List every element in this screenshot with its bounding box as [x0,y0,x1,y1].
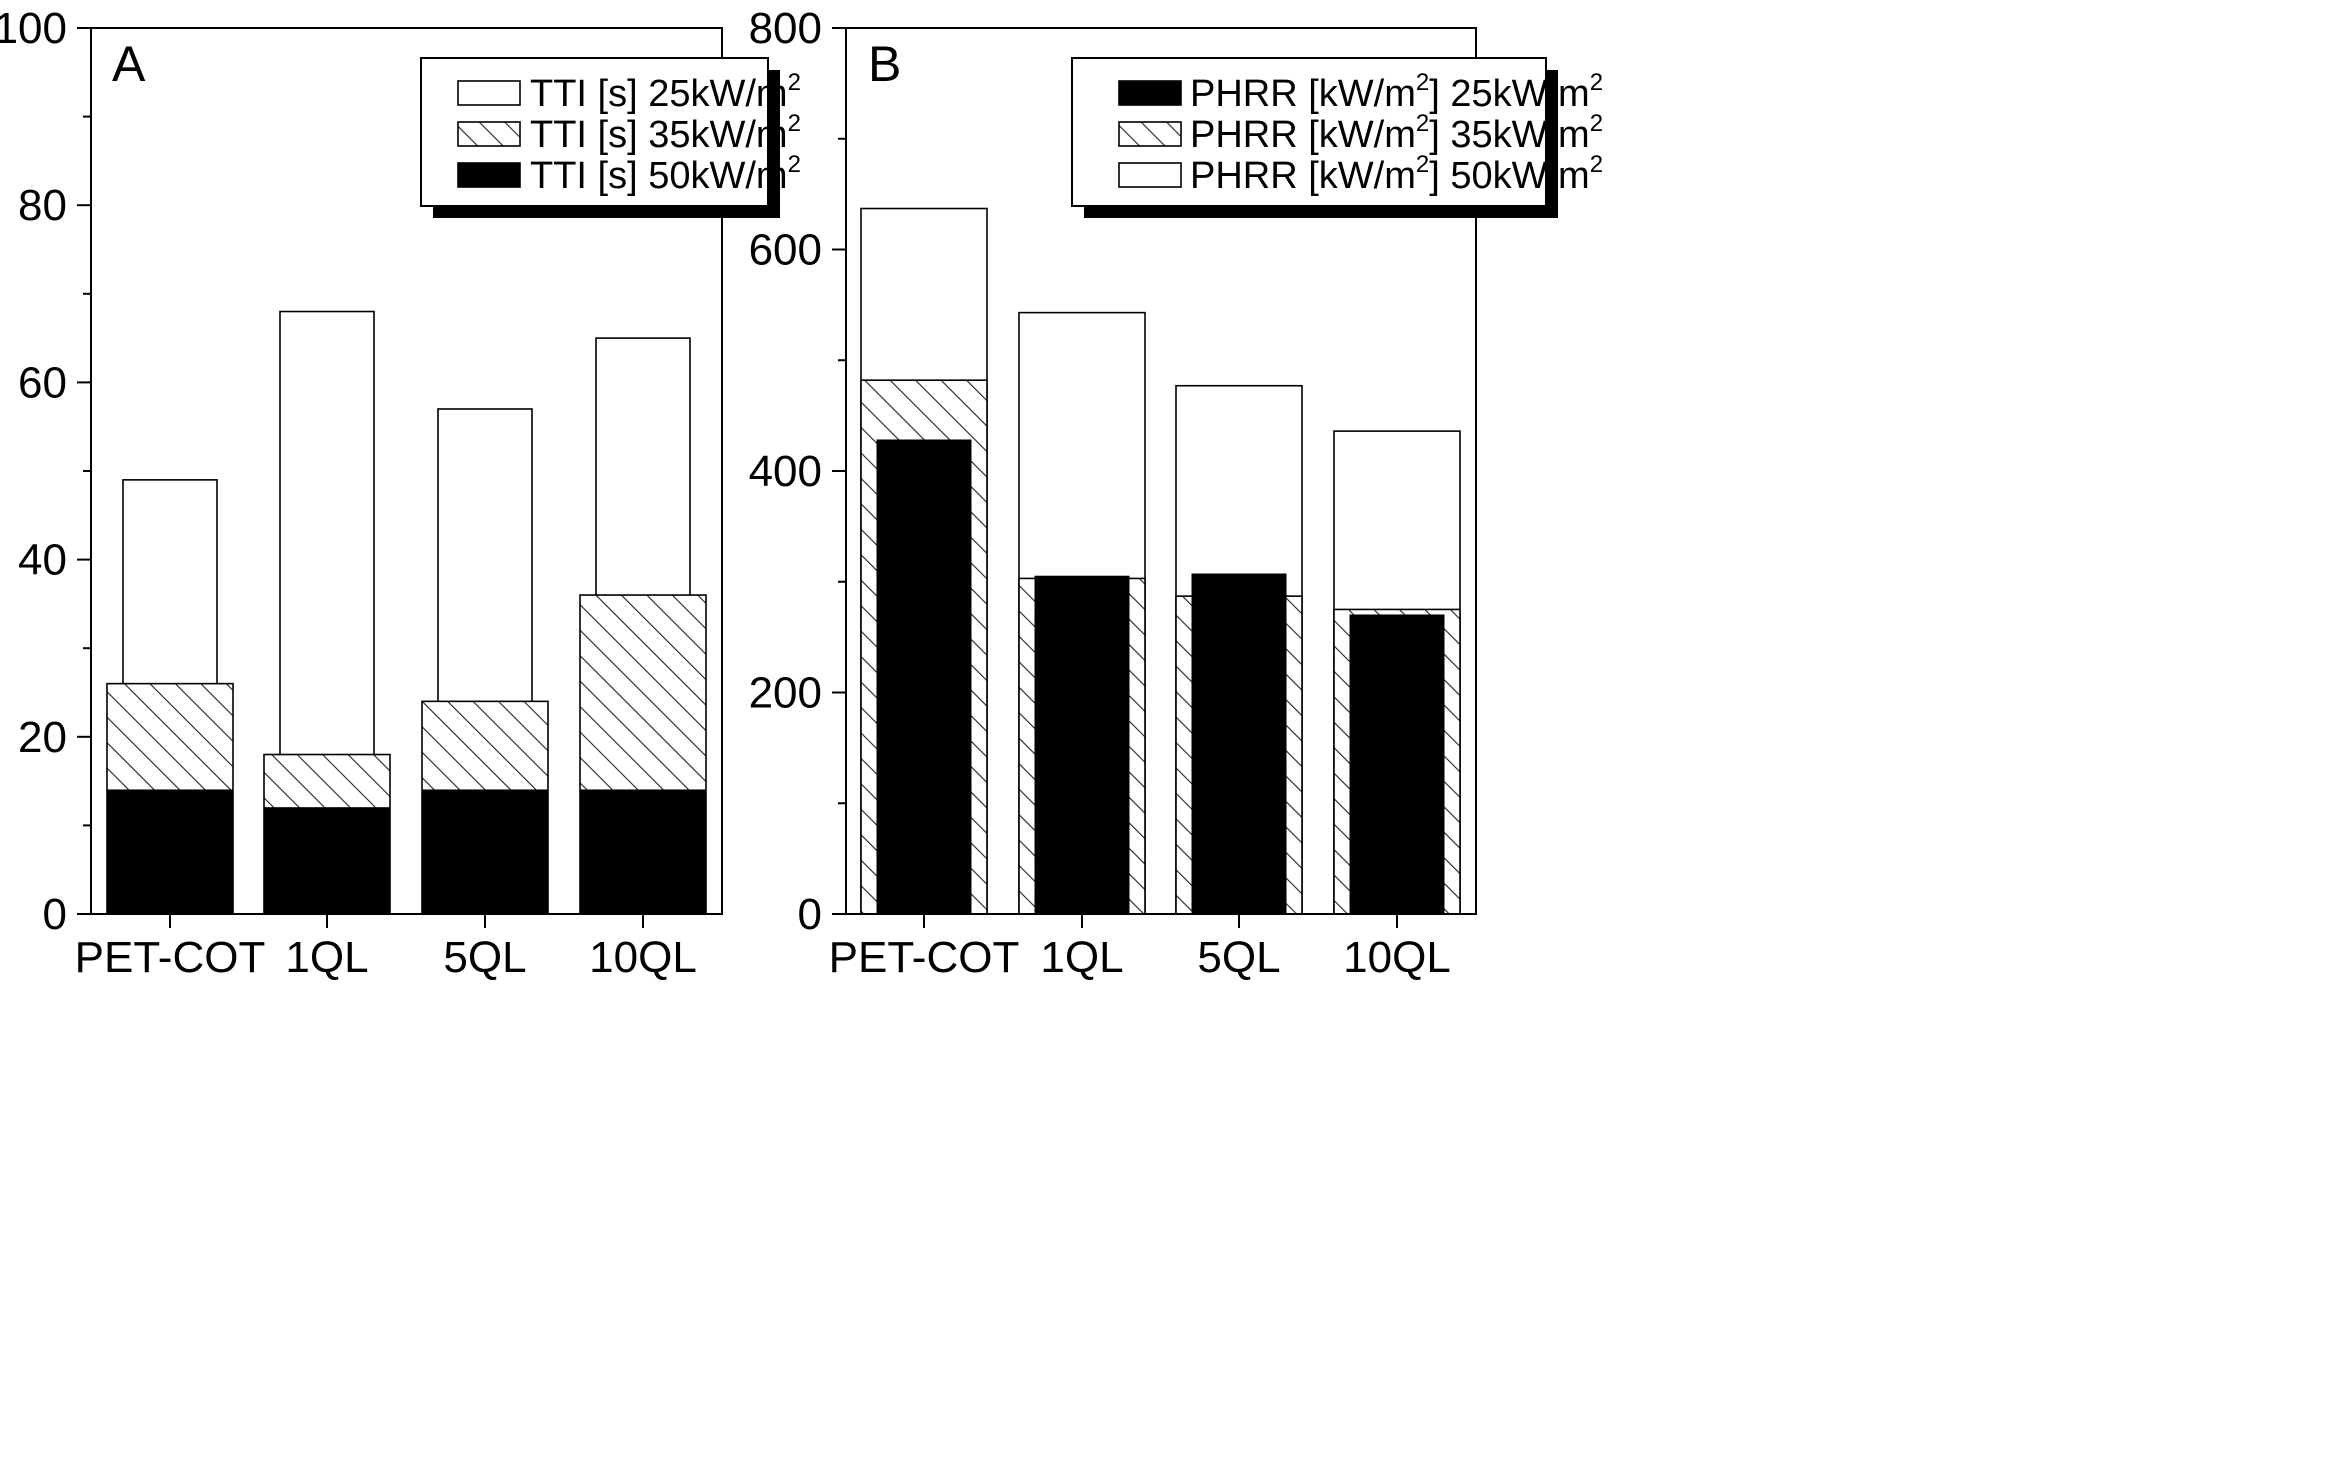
legend-text-part: TTI [s] 50kW/m [530,155,788,197]
legend-text-part: PHRR [kW/m [1190,155,1416,197]
legend-label-b-hatch: PHRR [kW/m2] 35kW/m2 [1190,110,1603,156]
legend-text-part: ] 25kW/m [1429,73,1589,115]
x-category-label-a-1ql: 1QL [285,933,368,982]
legend-sup: 2 [1416,151,1429,178]
legend-swatch-a-white [457,80,521,106]
legend-swatch-b-white [1118,162,1182,188]
legend-label-a-hatch: TTI [s] 35kW/m2 [530,110,801,156]
panel-letter-b: B [868,36,901,92]
legend-swatch-a-black [457,162,521,188]
y-tick-label-b: 200 [749,669,822,718]
x-category-label-a-5ql: 5QL [443,933,526,982]
legend-sup: 2 [1416,69,1429,96]
y-tick-label-a: 100 [0,4,67,53]
x-category-label-b-1ql: 1QL [1040,933,1123,982]
legend-text-part: PHRR [kW/m [1190,114,1416,156]
x-category-label-a-10ql: 10QL [589,933,697,982]
bar-a-black-5ql [421,789,549,915]
legend-swatch-b-hatch [1118,121,1182,147]
legend-text-part: ] 35kW/m [1429,114,1589,156]
panel-a: 0 20 40 60 80 100 PET-COT 1QL 5QL 10QL A TTI [s] 25… [0,4,801,982]
bar-b-black-10ql [1349,614,1445,915]
x-category-label-b-pet-cot: PET-COT [829,933,1020,982]
y-tick-label-a: 80 [18,181,67,230]
y-tick-label-a: 60 [18,358,67,407]
legend-sup: 2 [788,151,801,178]
legend-sup: 2 [1590,110,1603,137]
y-tick-label-b: 600 [749,226,822,275]
y-tick-label-a: 20 [18,713,67,762]
legend-text-part: TTI [s] 25kW/m [530,73,788,115]
legend-label-a-white: TTI [s] 25kW/m2 [530,69,801,115]
y-tick-label-a: 0 [43,890,67,939]
legend-label-b-black: PHRR [kW/m2] 25kW/m2 [1190,69,1603,115]
bar-a-black-10ql [579,789,707,915]
y-tick-label-b: 800 [749,4,822,53]
panel-b: 0 200 400 600 800 PET-COT 1QL 5QL 10QL B PHRR [kW/… [749,4,1603,982]
bar-b-black-1ql [1034,575,1130,915]
y-tick-label-a: 40 [18,536,67,585]
x-category-label-b-5ql: 5QL [1197,933,1280,982]
bar-a-black-pet-cot [106,789,234,915]
x-category-label-a-pet-cot: PET-COT [75,933,266,982]
y-tick-label-b: 0 [798,890,822,939]
legend-swatch-a-hatch [457,121,521,147]
legend-swatch-b-black [1118,80,1182,106]
bar-b-black-5ql [1191,573,1287,915]
legend-text-part: ] 50kW/m [1429,155,1589,197]
panel-letter-a: A [112,36,146,92]
legend-sup: 2 [1590,151,1603,178]
legend-label-b-white: PHRR [kW/m2] 50kW/m2 [1190,151,1603,197]
legend-text-part: TTI [s] 35kW/m [530,114,788,156]
legend-sup: 2 [788,110,801,137]
bar-a-black-1ql [263,807,391,915]
y-tick-label-b: 400 [749,447,822,496]
legend-sup: 2 [1416,110,1429,137]
bar-b-black-pet-cot [876,439,972,915]
legend-label-a-black: TTI [s] 50kW/m2 [530,151,801,197]
legend-text-part: PHRR [kW/m [1190,73,1416,115]
legend-sup: 2 [788,69,801,96]
legend-sup: 2 [1590,69,1603,96]
x-category-label-b-10ql: 10QL [1343,933,1451,982]
